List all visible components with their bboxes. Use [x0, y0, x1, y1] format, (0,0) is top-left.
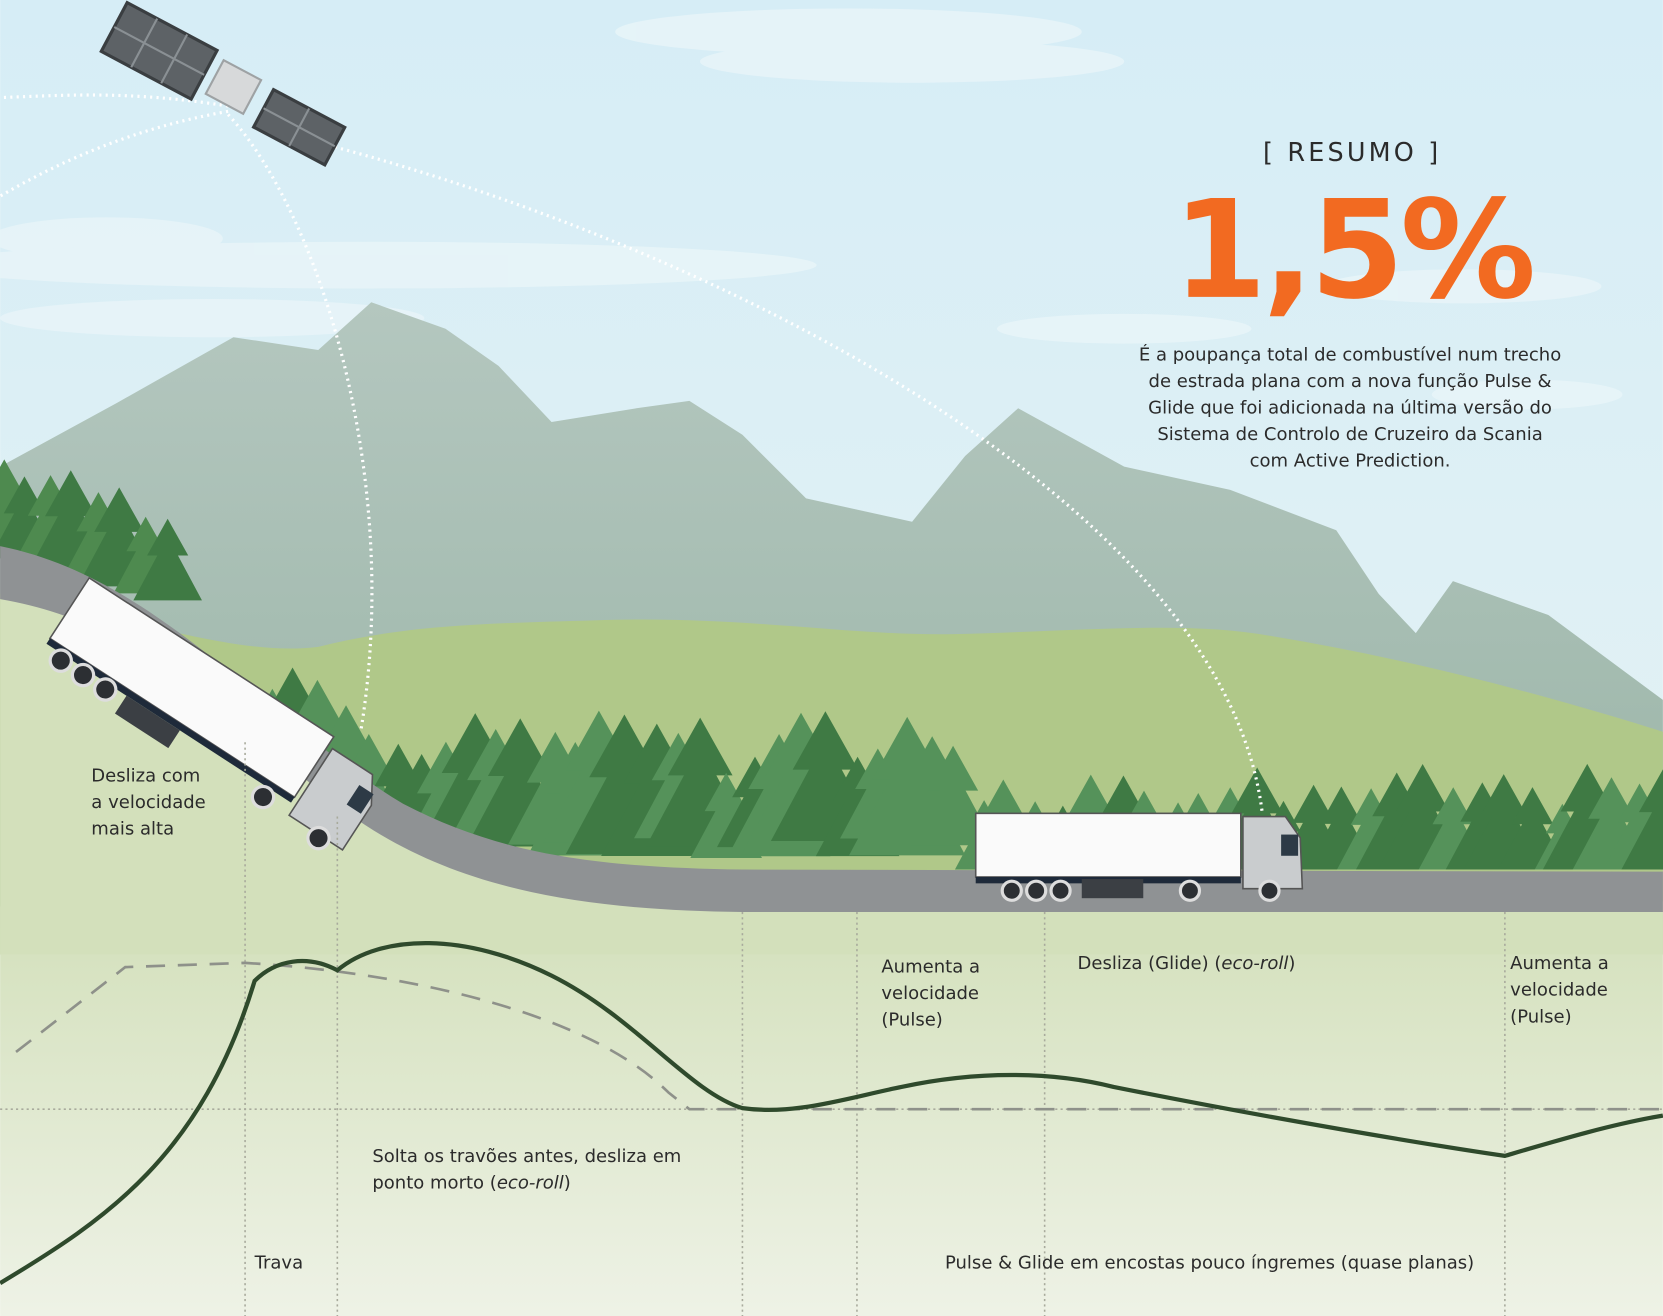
description-line: de estrada plana com a nova função Pulse…: [1149, 371, 1552, 392]
description-line: Sistema de Controlo de Cruzeiro da Scani…: [1157, 424, 1542, 445]
annotation-segment: Desliza (Glide) (: [1078, 953, 1222, 974]
annotation-line: a velocidade: [91, 792, 205, 813]
annotation-segment: ): [564, 1173, 571, 1194]
infographic: [ RESUMO ] 1,5% É a poupança total de co…: [0, 0, 1663, 1316]
annotation-line: ponto morto (eco-roll): [372, 1173, 571, 1194]
annotation-line: Aumenta a: [881, 956, 980, 977]
page: [ RESUMO ] 1,5% É a poupança total de co…: [0, 0, 1663, 1316]
annotation-line: velocidade: [1510, 980, 1608, 1001]
description-line: É a poupança total de combustível num tr…: [1139, 344, 1561, 366]
annotation-line: Pulse & Glide em encostas pouco íngremes…: [945, 1252, 1474, 1273]
annotation-segment: eco-roll: [497, 1173, 564, 1194]
annotation-line: Aumenta a: [1510, 953, 1609, 974]
annotation-line: (Pulse): [881, 1009, 943, 1030]
annotation-line: mais alta: [91, 819, 174, 840]
annotation-segment: ponto morto (: [372, 1173, 497, 1194]
summary-value: 1,5%: [1172, 172, 1532, 330]
summary-label: [ RESUMO ]: [1263, 138, 1441, 168]
annotation-line: Solta os travões antes, desliza em: [372, 1146, 681, 1167]
annotation-line: Desliza com: [91, 766, 200, 787]
annotation-line: Desliza (Glide) (eco-roll): [1078, 953, 1296, 974]
description-line: Glide que foi adicionada na última versã…: [1148, 398, 1552, 419]
annotation-line: (Pulse): [1510, 1006, 1572, 1027]
annotation-segment: ): [1288, 953, 1295, 974]
annotation-line: Trava: [254, 1252, 304, 1273]
description-line: com Active Prediction.: [1250, 451, 1451, 472]
annotation-line: velocidade: [881, 983, 979, 1004]
annotation-segment: eco-roll: [1221, 953, 1288, 974]
